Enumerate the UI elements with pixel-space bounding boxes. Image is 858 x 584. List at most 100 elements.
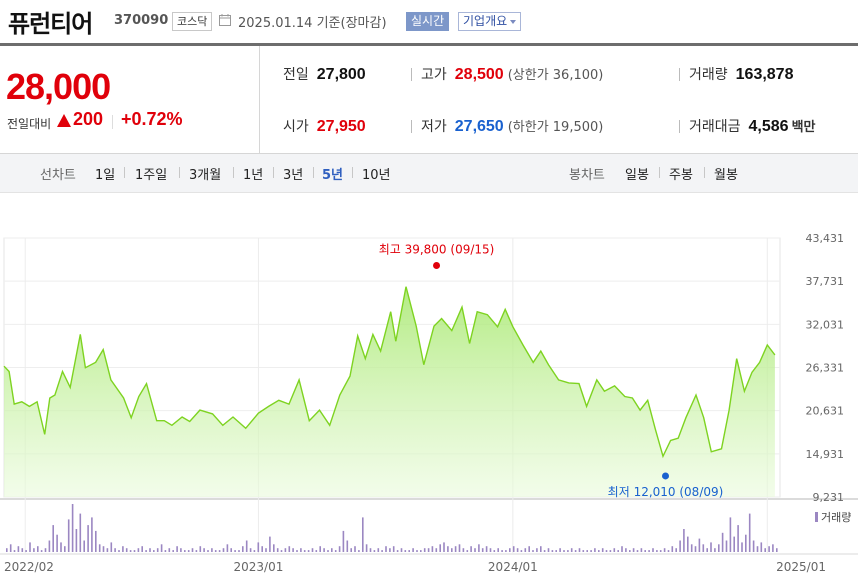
volume-bar bbox=[362, 517, 364, 552]
volume-bar bbox=[547, 548, 550, 552]
price-chart: 43,431 37,731 32,031 26,331 20,631 14,931 9,23… bbox=[0, 232, 858, 574]
volume-bar bbox=[385, 546, 387, 552]
volume-bar bbox=[447, 546, 449, 552]
volume-bar bbox=[296, 550, 298, 552]
volume-bar bbox=[319, 546, 321, 552]
volume-bar bbox=[443, 542, 445, 552]
volume-bar bbox=[435, 548, 438, 552]
volume-bar bbox=[497, 548, 499, 552]
y-tick-label: 20,631 bbox=[806, 405, 845, 418]
volume-bar bbox=[659, 550, 662, 552]
divider bbox=[411, 120, 412, 133]
high-label: 최고 39,800 (09/15) bbox=[379, 242, 495, 256]
volume-bar bbox=[567, 550, 569, 552]
tab-monthly[interactable]: 월봉 bbox=[714, 168, 738, 183]
divider bbox=[659, 167, 660, 178]
volume-bar bbox=[83, 540, 85, 552]
volume-bar bbox=[396, 550, 399, 552]
tab-3y[interactable]: 3년 bbox=[283, 168, 304, 183]
x-axis-labels: 2022/02 2023/01 2024/01 2025/01 bbox=[4, 560, 826, 574]
volume-bar bbox=[307, 550, 310, 552]
volume-bar bbox=[377, 548, 380, 552]
x-tick-label: 2024/01 bbox=[488, 560, 538, 574]
volume-bar bbox=[423, 548, 426, 552]
volume-bar bbox=[33, 548, 35, 552]
volume-bar bbox=[408, 550, 410, 552]
calendar-icon bbox=[219, 14, 231, 26]
volume-bar bbox=[276, 548, 279, 552]
volume-bar bbox=[342, 530, 345, 552]
volume-bar bbox=[242, 546, 244, 552]
volume-bars: 거래량 bbox=[6, 504, 851, 552]
volume-bar bbox=[29, 542, 31, 552]
volume-bar bbox=[125, 548, 128, 552]
volume-bar bbox=[454, 546, 457, 552]
volume-bar bbox=[106, 548, 109, 552]
volume-bar bbox=[451, 548, 453, 552]
volume-bar bbox=[172, 550, 174, 552]
volume-bar bbox=[605, 550, 608, 552]
y-tick-label: 32,031 bbox=[806, 318, 845, 331]
realtime-button[interactable]: 실시간 bbox=[406, 12, 450, 31]
volume-bar bbox=[253, 550, 256, 552]
current-price: 28,000 bbox=[6, 66, 111, 107]
volume-bar bbox=[640, 548, 643, 552]
volume-bar bbox=[149, 548, 151, 552]
volume-bar bbox=[284, 548, 287, 552]
volume-bar bbox=[687, 536, 689, 552]
volume-bar bbox=[416, 550, 418, 552]
volume-bar bbox=[590, 550, 592, 552]
volume-bar bbox=[373, 550, 376, 552]
volume-bar bbox=[226, 544, 229, 552]
volume-bar bbox=[404, 550, 407, 552]
tab-1y[interactable]: 1년 bbox=[243, 168, 264, 183]
volume-bar bbox=[760, 542, 763, 552]
stat-volume: 거래량 163,878 bbox=[689, 66, 794, 83]
volume-bar bbox=[6, 548, 8, 552]
volume-bar bbox=[354, 546, 356, 552]
volume-bar bbox=[114, 548, 116, 552]
divider bbox=[124, 167, 125, 178]
volume-bar bbox=[160, 544, 163, 552]
volume-bar bbox=[721, 532, 724, 552]
company-overview-button[interactable]: 기업개요 bbox=[458, 12, 522, 31]
volume-bar bbox=[40, 550, 43, 552]
volume-bar bbox=[439, 544, 441, 552]
tab-weekly[interactable]: 주봉 bbox=[669, 168, 693, 183]
volume-bar bbox=[303, 550, 306, 552]
volume-bar bbox=[485, 546, 488, 552]
volume-bar bbox=[110, 542, 113, 552]
tab-1d[interactable]: 1일 bbox=[95, 168, 116, 183]
divider bbox=[679, 120, 680, 133]
volume-bar bbox=[629, 550, 631, 552]
volume-bar bbox=[598, 550, 600, 552]
volume-bar bbox=[520, 550, 523, 552]
volume-bar bbox=[698, 538, 701, 552]
volume-bar bbox=[44, 548, 47, 552]
tab-3m[interactable]: 3개월 bbox=[189, 168, 222, 183]
chart-tabbar: 선차트 1일 1주일 3개월 1년 3년 5년 10년 봉차트 일봉 주봉 월봉 bbox=[0, 154, 858, 193]
volume-bar bbox=[420, 550, 422, 552]
stock-name: 퓨런티어 bbox=[8, 10, 93, 38]
volume-bar bbox=[381, 550, 383, 552]
volume-bar bbox=[334, 550, 337, 552]
volume-bar bbox=[512, 546, 515, 552]
volume-bar bbox=[555, 550, 557, 552]
volume-bar bbox=[129, 550, 132, 552]
tab-daily[interactable]: 일봉 bbox=[625, 168, 649, 183]
y-tick-label: 26,331 bbox=[806, 362, 845, 375]
volume-bar bbox=[17, 546, 20, 552]
volume-bar bbox=[87, 525, 89, 552]
volume-bar bbox=[559, 548, 561, 552]
tab-10y[interactable]: 10년 bbox=[362, 168, 391, 183]
volume-bar bbox=[211, 548, 213, 552]
stock-code: 370090 bbox=[114, 13, 169, 28]
quote-date: 2025.01.14 기준(장마감) bbox=[238, 16, 387, 31]
volume-bar bbox=[153, 550, 155, 552]
tab-1w[interactable]: 1주일 bbox=[135, 168, 168, 183]
volume-bar bbox=[218, 550, 221, 552]
divider bbox=[259, 46, 260, 153]
tab-5y[interactable]: 5년 bbox=[322, 168, 344, 183]
volume-bar bbox=[632, 548, 635, 552]
volume-bar bbox=[551, 550, 554, 552]
